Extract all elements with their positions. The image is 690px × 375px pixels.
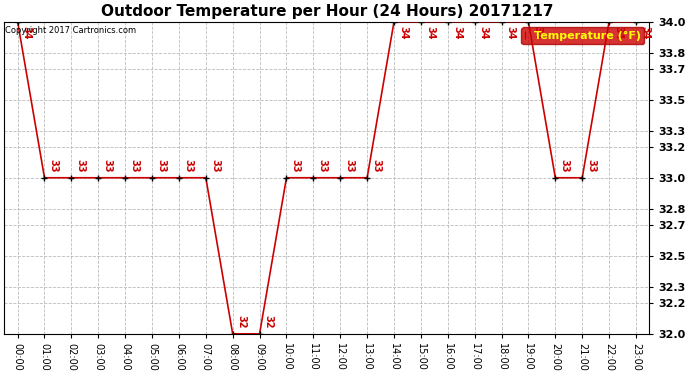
Text: 34: 34 <box>398 26 408 39</box>
Text: 34: 34 <box>613 26 623 39</box>
Text: 33: 33 <box>317 159 328 172</box>
Text: 33: 33 <box>290 159 301 172</box>
Text: 34: 34 <box>479 26 489 39</box>
Title: Outdoor Temperature per Hour (24 Hours) 20171217: Outdoor Temperature per Hour (24 Hours) … <box>101 4 553 19</box>
Text: 34: 34 <box>506 26 515 39</box>
Text: 33: 33 <box>586 159 596 172</box>
Text: Copyright 2017 Cartronics.com: Copyright 2017 Cartronics.com <box>6 26 137 35</box>
Text: 33: 33 <box>129 159 139 172</box>
Text: 34: 34 <box>22 26 32 39</box>
Text: 34: 34 <box>452 26 462 39</box>
Text: 34: 34 <box>425 26 435 39</box>
Text: 32: 32 <box>264 315 274 328</box>
Legend: Temperature (°F): Temperature (°F) <box>522 27 644 44</box>
Text: 33: 33 <box>210 159 220 172</box>
Text: 33: 33 <box>102 159 112 172</box>
Text: 33: 33 <box>344 159 355 172</box>
Text: 33: 33 <box>156 159 166 172</box>
Text: 33: 33 <box>75 159 86 172</box>
Text: 32: 32 <box>237 315 247 328</box>
Text: 33: 33 <box>49 159 59 172</box>
Text: 33: 33 <box>560 159 569 172</box>
Text: 34: 34 <box>640 26 650 39</box>
Text: 33: 33 <box>371 159 382 172</box>
Text: 34: 34 <box>533 26 542 39</box>
Text: 33: 33 <box>183 159 193 172</box>
